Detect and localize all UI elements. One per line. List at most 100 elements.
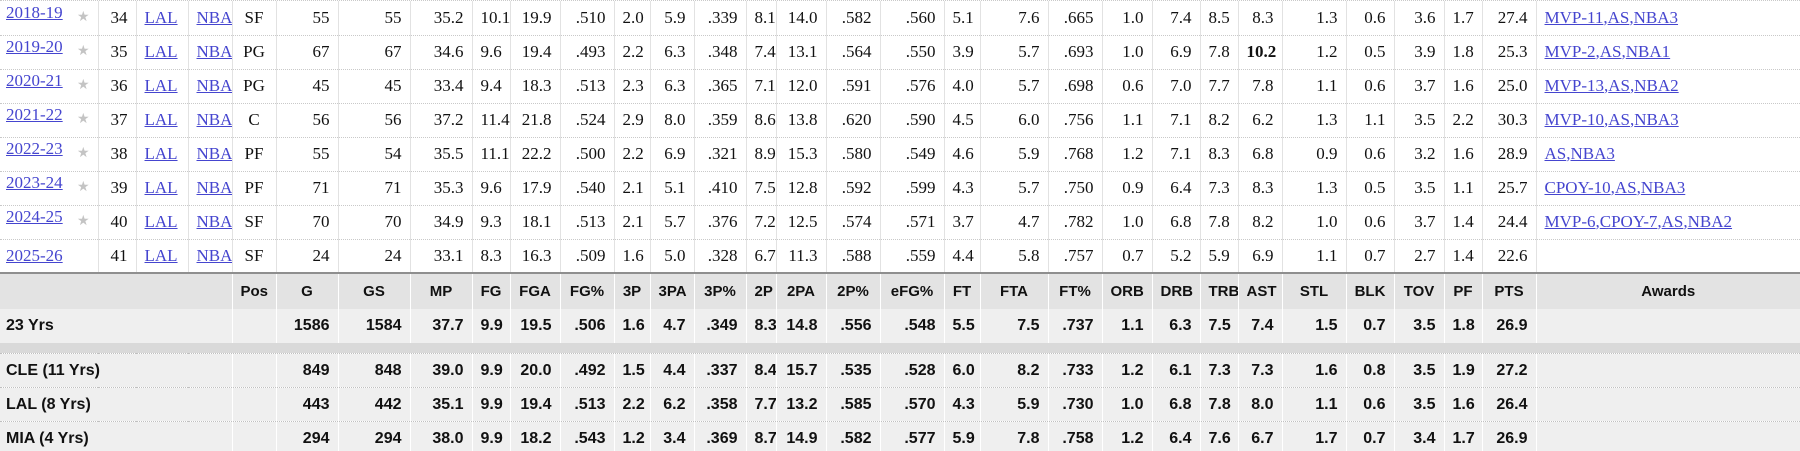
award-link[interactable]: MVP-11 (1545, 8, 1604, 27)
season-link[interactable]: 2022-23 (6, 139, 63, 159)
award-link[interactable]: AS (1608, 76, 1630, 95)
award-link[interactable]: AS (1608, 8, 1630, 27)
league-cell: NBA (188, 1, 232, 35)
stat-cell-gs: 70 (338, 205, 410, 239)
award-link[interactable]: MVP-2 (1545, 42, 1596, 61)
summary-label: LAL (8 Yrs) (0, 388, 232, 422)
stat-cell-ftpct: .698 (1048, 69, 1102, 103)
stat-cell-2p: 7.1 (746, 69, 776, 103)
age-cell: 36 (98, 69, 136, 103)
season-link[interactable]: 2020-21 (6, 71, 63, 91)
stat-cell-pts: 25.7 (1482, 171, 1536, 205)
award-link[interactable]: AS (1662, 212, 1684, 231)
stat-cell-gs: 55 (338, 1, 410, 35)
summary-stat-pts: 26.9 (1482, 309, 1536, 343)
all-star-icon: ★ (77, 3, 90, 33)
stat-cell-ftpct: .756 (1048, 103, 1102, 137)
award-link[interactable]: NBA2 (1688, 212, 1732, 231)
season-link[interactable]: 2018-19 (6, 3, 63, 23)
league-link[interactable]: NBA (197, 110, 233, 129)
team-link[interactable]: LAL (145, 144, 178, 163)
stat-cell-mp: 35.2 (410, 1, 472, 35)
league-cell: NBA (188, 137, 232, 171)
award-link[interactable]: NBA2 (1634, 76, 1678, 95)
award-link[interactable]: MVP-13 (1545, 76, 1605, 95)
league-link[interactable]: NBA (197, 246, 233, 265)
stat-cell-gs: 71 (338, 171, 410, 205)
summary-stat-fg: 9.9 (472, 354, 510, 388)
team-cell: LAL (136, 205, 188, 239)
summary-stat-fga: 20.0 (510, 354, 560, 388)
summary-stat-drb: 6.3 (1152, 309, 1200, 343)
stat-cell-drb: 6.4 (1152, 171, 1200, 205)
stat-cell-stl: 1.3 (1282, 171, 1346, 205)
stat-cell-2p: 7.5 (746, 171, 776, 205)
awards-cell (1536, 239, 1800, 273)
team-link[interactable]: LAL (145, 110, 178, 129)
stat-cell-fga: 22.2 (510, 137, 560, 171)
season-cell: 2021-22 ★ (0, 103, 98, 137)
award-link[interactable]: AS (1600, 42, 1622, 61)
season-link[interactable]: 2021-22 (6, 105, 63, 125)
stat-cell-orb: 1.0 (1102, 205, 1152, 239)
stat-cell-fga: 21.8 (510, 103, 560, 137)
award-link[interactable]: NBA3 (1641, 178, 1685, 197)
award-link[interactable]: NBA3 (1634, 8, 1678, 27)
league-link[interactable]: NBA (197, 144, 233, 163)
league-link[interactable]: NBA (197, 212, 233, 231)
position-cell: PG (232, 69, 276, 103)
league-link[interactable]: NBA (197, 178, 233, 197)
stat-cell-2pa: 12.0 (776, 69, 826, 103)
summary-stat-gs: 442 (338, 388, 410, 422)
award-link[interactable]: CPOY-10 (1545, 178, 1611, 197)
award-link[interactable]: CPOY-7 (1600, 212, 1658, 231)
stat-cell-tov: 2.7 (1394, 239, 1444, 273)
stat-cell-stl: 1.3 (1282, 103, 1346, 137)
stat-cell-2ppct: .564 (826, 35, 880, 69)
season-link[interactable]: 2024-25 (6, 207, 63, 227)
stat-cell-pts: 28.9 (1482, 137, 1536, 171)
award-link[interactable]: MVP-10 (1545, 110, 1605, 129)
stat-cell-pts: 30.3 (1482, 103, 1536, 137)
summary-label: CLE (11 Yrs) (0, 354, 232, 388)
stat-cell-orb: 0.6 (1102, 69, 1152, 103)
award-link[interactable]: NBA3 (1570, 144, 1614, 163)
season-link[interactable]: 2023-24 (6, 173, 63, 193)
league-link[interactable]: NBA (197, 8, 233, 27)
header-blank-cell (0, 273, 232, 309)
season-link[interactable]: 2025-26 (6, 246, 63, 266)
stat-cell-fgpct: .524 (560, 103, 614, 137)
team-link[interactable]: LAL (145, 76, 178, 95)
award-link[interactable]: MVP-6 (1545, 212, 1596, 231)
team-link[interactable]: LAL (145, 42, 178, 61)
stat-cell-2p: 6.7 (746, 239, 776, 273)
team-link[interactable]: LAL (145, 8, 178, 27)
league-link[interactable]: NBA (197, 76, 233, 95)
team-link[interactable]: LAL (145, 212, 178, 231)
league-cell: NBA (188, 35, 232, 69)
award-link[interactable]: NBA1 (1626, 42, 1670, 61)
award-link[interactable]: AS (1615, 178, 1637, 197)
stat-cell-2ppct: .620 (826, 103, 880, 137)
season-link[interactable]: 2019-20 (6, 37, 63, 57)
award-link[interactable]: AS (1608, 110, 1630, 129)
award-link[interactable]: NBA3 (1634, 110, 1678, 129)
team-link[interactable]: LAL (145, 246, 178, 265)
summary-stat-fgpct: .506 (560, 309, 614, 343)
stat-cell-ast: 6.2 (1238, 103, 1282, 137)
award-link[interactable]: AS (1545, 144, 1567, 163)
summary-stat-fg: 9.9 (472, 309, 510, 343)
summary-stat-pts: 26.4 (1482, 388, 1536, 422)
stat-cell-pts: 25.0 (1482, 69, 1536, 103)
stat-cell-ast: 8.3 (1238, 171, 1282, 205)
stat-cell-mp: 35.3 (410, 171, 472, 205)
stat-cell-fta: 5.7 (980, 69, 1048, 103)
summary-stat-ast: 6.7 (1238, 422, 1282, 451)
team-link[interactable]: LAL (145, 178, 178, 197)
summary-stat-blk: 0.6 (1346, 388, 1394, 422)
stat-cell-ft: 4.6 (944, 137, 980, 171)
league-link[interactable]: NBA (197, 42, 233, 61)
all-star-icon: ★ (77, 105, 90, 135)
